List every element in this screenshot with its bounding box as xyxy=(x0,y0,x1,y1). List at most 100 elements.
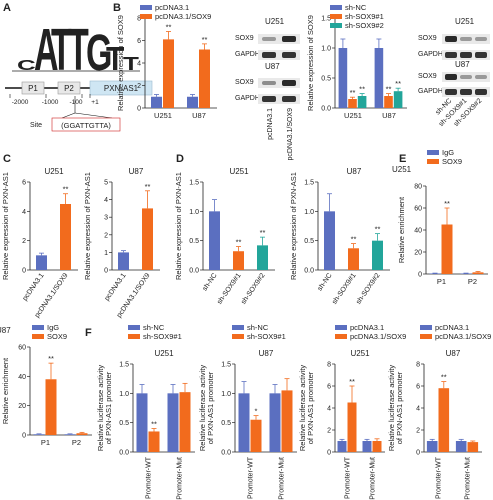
legend-label: sh-SOX9#1 xyxy=(345,12,384,21)
bar xyxy=(337,441,347,452)
logo-letter: T xyxy=(51,17,72,83)
bar xyxy=(163,39,174,108)
y-axis-label: Relative enrichment xyxy=(1,357,10,424)
blot-band xyxy=(282,96,296,102)
chart-e1: 0 20 40 60 80 Relative enrichment U251 ** P1 P2 Ig… xyxy=(392,148,488,286)
legend-label: SOX9 xyxy=(47,332,67,341)
y-tick-label: 1.0 xyxy=(221,391,231,398)
y-tick-label: 1.5 xyxy=(304,180,314,187)
significance-label: ** xyxy=(395,79,401,88)
panel-letter-a: A xyxy=(3,2,11,14)
significance-label: ** xyxy=(260,228,266,237)
bar xyxy=(187,96,198,108)
legend-label: sh-SOX9#2 xyxy=(345,21,384,30)
legend-swatch xyxy=(128,334,140,339)
chart-title: U251 xyxy=(229,167,249,176)
y-tick-label: 2 xyxy=(22,238,26,245)
position-tick-label: +1 xyxy=(91,99,99,106)
bar xyxy=(460,273,472,274)
bar xyxy=(179,392,191,452)
blot-band xyxy=(460,52,472,58)
chart-f1: 0.0 0.5 1.0 1.5 Relative luciferase activity… xyxy=(96,323,195,500)
legend-swatch xyxy=(335,334,347,339)
bar xyxy=(167,393,179,452)
legend-swatch xyxy=(128,325,140,330)
blot-band xyxy=(282,52,296,58)
legend-swatch xyxy=(420,334,432,339)
y-axis-label: Relative luciferase activity xyxy=(387,365,396,452)
blot-strip xyxy=(258,34,300,44)
bar xyxy=(429,273,441,274)
logo-letter: C xyxy=(17,58,36,74)
blot-band xyxy=(262,52,276,58)
panel-letter-b: B xyxy=(113,2,121,14)
y-tick-label: 0 xyxy=(104,268,108,275)
y-tick-label: 1.0 xyxy=(321,46,331,53)
bar xyxy=(374,48,384,108)
legend-label: pcDNA3.1 xyxy=(435,323,469,332)
chart-title: U251 xyxy=(392,165,412,174)
y-axis-label: Relative expression of PXN-AS1 xyxy=(289,172,298,280)
blot-band xyxy=(262,96,276,102)
panel-letter-c: C xyxy=(3,153,11,165)
legend-swatch xyxy=(140,5,152,10)
y-tick-label: 0.5 xyxy=(321,76,331,83)
panel-letter-d: D xyxy=(176,153,184,165)
y-axis-label: Relative expression of PXN-AS1 xyxy=(1,172,10,280)
blot-band xyxy=(475,52,487,58)
y-axis-label: of PXN-AS1 promoter xyxy=(104,371,113,444)
blot-band xyxy=(475,37,487,41)
bar xyxy=(338,48,348,108)
y-tick-label: 4 xyxy=(104,197,108,204)
chart-d2: 0.0 0.5 1.0 1.5 Relative expression of PXN-A… xyxy=(289,167,390,306)
blot-band-label: GAPDH xyxy=(235,51,260,58)
blot-cell-label: U87 xyxy=(265,62,280,71)
logo-letter: T xyxy=(123,54,139,74)
blot-band xyxy=(445,36,457,42)
x-tick-label: Promoter-Mut xyxy=(177,457,184,500)
y-tick-label: 80 xyxy=(414,184,422,191)
significance-label: ** xyxy=(351,235,357,244)
y-tick-label: 5 xyxy=(104,180,108,187)
significance-label: ** xyxy=(236,238,242,247)
blot-band xyxy=(262,37,276,41)
blot-band xyxy=(460,89,472,95)
position-tick-label: -1000 xyxy=(42,99,59,106)
bar xyxy=(372,441,382,452)
significance-label: ** xyxy=(166,23,172,32)
y-tick-label: 1.5 xyxy=(189,180,199,187)
y-tick-label: 0.0 xyxy=(221,450,231,457)
legend-swatch xyxy=(232,334,244,339)
legend-label: pcDNA3.1 xyxy=(155,3,189,12)
bar xyxy=(372,240,383,270)
blot-band xyxy=(460,75,472,79)
bar xyxy=(393,91,403,108)
site-connector xyxy=(61,112,76,119)
legend-swatch xyxy=(330,14,342,19)
p2-box xyxy=(57,81,81,95)
y-tick-label: 1.5 xyxy=(321,16,331,23)
logo-letter: A xyxy=(34,17,59,83)
bar xyxy=(348,248,359,270)
blot-band xyxy=(460,37,472,41)
blot-band-label: SOX9 xyxy=(418,73,437,80)
x-tick-label: U87 xyxy=(192,111,206,120)
bar xyxy=(33,434,45,435)
y-tick-label: 40 xyxy=(18,374,26,381)
chart-title: U87 xyxy=(0,326,11,335)
y-tick-label: 6 xyxy=(137,38,141,45)
y-tick-label: 8 xyxy=(327,362,331,369)
x-tick-label: Promoter-WT xyxy=(248,456,255,499)
blot-band-label: SOX9 xyxy=(235,79,254,86)
chart-f2: 0.0 0.5 1.0 1.5 Relative luciferase activity… xyxy=(198,323,297,500)
y-tick-label: 0.0 xyxy=(189,268,199,275)
y-tick-label: 4 xyxy=(137,61,141,68)
chart-b1: 0 2 4 6 8 Relative expression of SOX9 ** U251 **… xyxy=(116,3,217,120)
blot-band xyxy=(475,89,487,95)
y-axis-label: Relative luciferase activity xyxy=(298,365,307,452)
y-axis-label: Relative expression of SOX9 xyxy=(306,15,315,111)
y-tick-label: 0 xyxy=(22,433,26,440)
chart-d1: 0.0 0.5 1.0 1.5 Relative expression of PXN-A… xyxy=(174,167,275,306)
y-tick-label: 4 xyxy=(416,406,420,413)
legend-swatch xyxy=(427,150,439,155)
